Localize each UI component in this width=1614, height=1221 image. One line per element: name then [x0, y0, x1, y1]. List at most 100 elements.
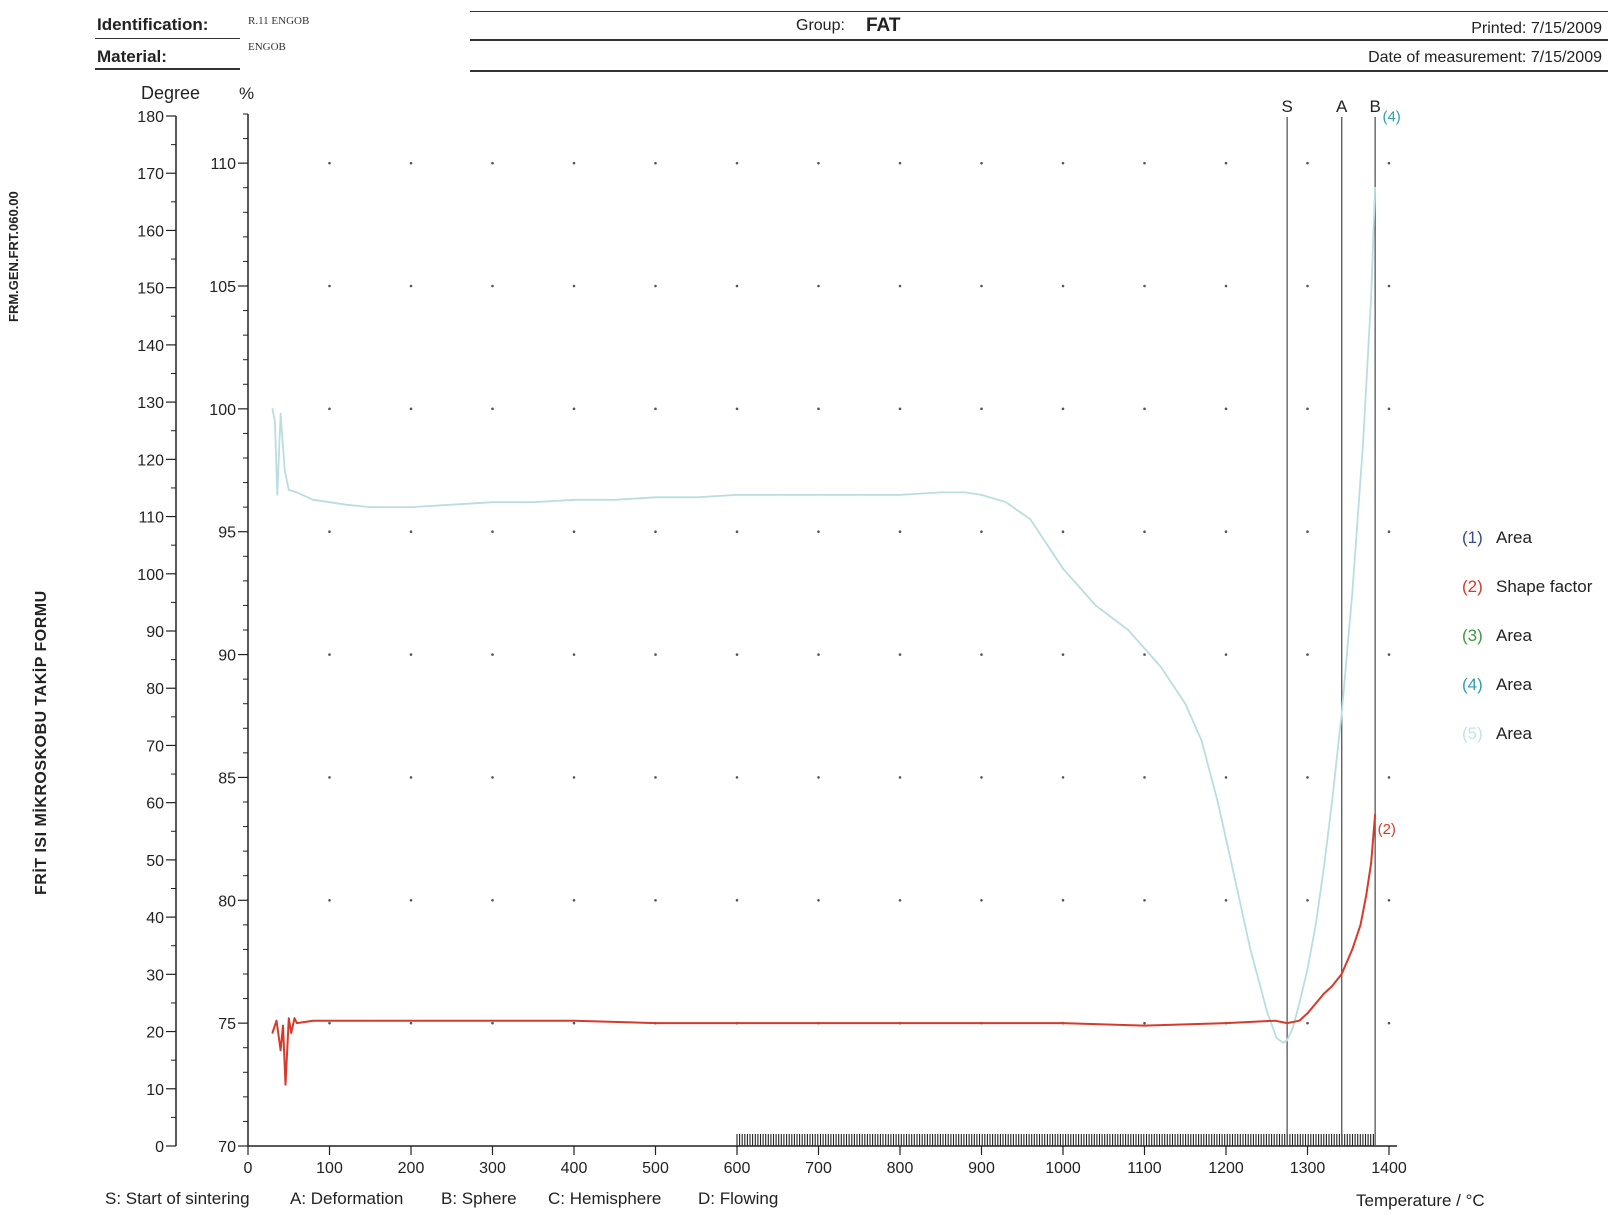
y-left-tick-label: 140 [137, 338, 164, 355]
series-2-point [279, 1049, 282, 1051]
grid-dot [980, 407, 983, 411]
series-line-2 [271, 814, 1377, 1086]
series-1-point [817, 494, 820, 496]
y-left-tick-label: 50 [146, 853, 164, 870]
x-tick-label: 200 [398, 1160, 425, 1177]
legend-item-3: (3) Area [1462, 626, 1532, 646]
series-1-point [1331, 801, 1333, 803]
series-1-point [980, 494, 983, 496]
y-right-tick-label: 85 [218, 770, 236, 787]
series-2-point [293, 1017, 296, 1020]
series-2-point [1062, 1022, 1064, 1024]
header-rule-bottom [470, 70, 1608, 72]
series-1-point [1298, 1002, 1301, 1005]
footer-sphere: B: Sphere [441, 1189, 517, 1208]
identification-label: Identification: [97, 15, 209, 34]
grid-dot [491, 898, 494, 902]
y-right-axis-title: % [239, 84, 254, 103]
x-tick-label: 0 [244, 1160, 253, 1177]
grid-dot [1143, 161, 1146, 165]
legend-item-num: (3) [1462, 626, 1483, 645]
grid-dot [491, 284, 494, 288]
grid-dot [572, 1021, 576, 1025]
series-1-point [573, 498, 575, 501]
series-1-point [654, 496, 657, 499]
grid-dot [409, 898, 413, 902]
grid-dot [409, 284, 413, 288]
series-1-point [858, 494, 861, 496]
series-1-point [1005, 501, 1007, 504]
grid-dot [1143, 530, 1146, 534]
grid-dot [654, 776, 657, 779]
series-2-point [980, 1022, 983, 1024]
grid-dot [817, 530, 820, 534]
grid-dot [980, 776, 983, 779]
footer-start-of-sintering: S: Start of sintering [105, 1189, 250, 1208]
grid-dot [409, 407, 413, 411]
series-1-point [450, 503, 453, 506]
grid-dot [1224, 776, 1228, 779]
series-1-point [1374, 186, 1376, 189]
grid-dot [654, 898, 657, 902]
series-1-point [1292, 1027, 1294, 1029]
grid-dots [328, 161, 1391, 1025]
series-2-point [817, 1022, 820, 1024]
x-tick-label: 600 [724, 1160, 751, 1177]
grid-dot [1061, 161, 1065, 165]
x-tick-label: 700 [805, 1160, 832, 1177]
grid-dot [1224, 898, 1228, 902]
legend-item-num: (1) [1462, 528, 1483, 547]
legend-item-num: (5) [1462, 724, 1483, 743]
grid-dot [1387, 407, 1391, 411]
grid-dot [1061, 898, 1065, 902]
series-1-point [939, 491, 942, 494]
grid-dot [898, 407, 902, 411]
series-2-point [287, 1017, 290, 1020]
grid-dot [1061, 284, 1065, 288]
grid-dot [491, 161, 494, 165]
series-2-point [282, 1024, 284, 1027]
y-left-axis-title: Degree [141, 83, 200, 103]
series-2-point [284, 1083, 287, 1086]
x-tick-label: 900 [968, 1160, 995, 1177]
grid-dot [898, 898, 902, 902]
legend-item-1: (1) Area [1462, 528, 1532, 548]
series-1-point [1160, 666, 1162, 668]
series-line-1 [271, 187, 1376, 1044]
y-left-tick-label: 150 [137, 281, 164, 298]
x-tick-label: 500 [642, 1160, 669, 1177]
header-rule-left-2 [95, 68, 240, 70]
y-left-tick-label: 180 [137, 109, 164, 126]
grid-dot [572, 407, 576, 411]
series-1-point [283, 469, 286, 472]
series-1-point [695, 496, 698, 499]
grid-dot [735, 284, 739, 288]
x-tick-label: 1000 [1045, 1160, 1081, 1177]
y-right-tick-label: 80 [218, 893, 236, 910]
series-1-point [279, 412, 282, 415]
y-left-tick-label: 120 [137, 452, 164, 469]
grid-dot [328, 161, 331, 165]
series-1-point [296, 491, 298, 494]
series-1-point [312, 498, 315, 501]
legend-item-label: Area [1496, 528, 1532, 547]
annotation-label: (4) [1382, 108, 1400, 125]
grid-dot [980, 653, 983, 656]
grid-dot [1387, 284, 1391, 288]
grid-dot [1387, 776, 1391, 779]
series-1-point [1233, 874, 1235, 877]
y-right-tick-label: 90 [218, 648, 236, 665]
grid-dot [1306, 530, 1309, 534]
group-value: FAT [866, 15, 901, 36]
series [271, 186, 1377, 1086]
grid-dot [1306, 1021, 1309, 1025]
series-1-point [1275, 1037, 1278, 1039]
grid-dot [817, 407, 820, 411]
y-left-tick-label: 20 [146, 1025, 164, 1042]
series-2-point [328, 1019, 331, 1022]
y-right-tick-label: 70 [218, 1139, 236, 1156]
grid-dot [1061, 653, 1065, 656]
series-2-point [1298, 1019, 1301, 1022]
grid-dot [491, 407, 494, 411]
